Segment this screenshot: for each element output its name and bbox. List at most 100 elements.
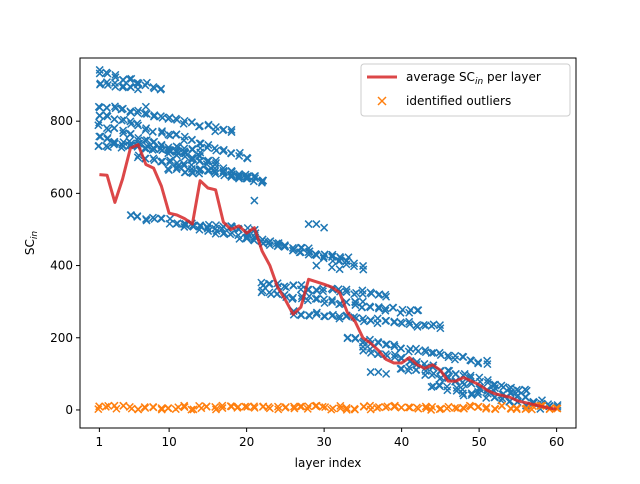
x-tick-label: 60 — [549, 435, 564, 449]
data-point — [288, 293, 298, 302]
x-tick-label: 40 — [394, 435, 409, 449]
data-point — [95, 111, 104, 120]
data-point — [211, 229, 220, 238]
data-point — [381, 306, 390, 315]
x-axis-label: layer index — [295, 456, 362, 470]
data-point — [180, 147, 189, 156]
outlier-point — [101, 402, 110, 411]
data-point — [382, 340, 391, 349]
data-point — [419, 320, 428, 329]
outlier-point — [133, 405, 143, 414]
data-point — [429, 320, 438, 329]
data-point — [328, 295, 337, 305]
data-point — [111, 82, 120, 91]
data-point — [320, 223, 329, 232]
data-point — [445, 366, 454, 375]
outlier-point — [436, 404, 446, 413]
data-point — [211, 169, 220, 178]
data-point — [257, 288, 266, 297]
y-axis-label: SCin — [23, 231, 40, 256]
data-point — [243, 154, 252, 163]
outlier-point — [321, 403, 330, 412]
data-point — [157, 141, 166, 150]
outlier-point — [405, 403, 414, 412]
outlier-point — [482, 403, 491, 412]
data-point — [187, 135, 196, 144]
legend-box — [360, 63, 571, 117]
data-point — [311, 294, 320, 303]
data-point — [172, 142, 181, 151]
data-point — [219, 145, 228, 154]
data-point — [390, 353, 399, 362]
outlier-point — [180, 401, 189, 410]
data-point — [427, 348, 436, 358]
outlier-point — [264, 402, 273, 411]
outlier-point — [189, 405, 198, 414]
outlier-point — [490, 404, 499, 413]
data-point — [133, 85, 142, 94]
outlier-point — [149, 403, 158, 412]
data-point — [312, 220, 321, 229]
data-point — [435, 321, 444, 330]
data-point — [140, 136, 149, 145]
data-point — [497, 381, 506, 390]
outlier-point — [112, 404, 121, 413]
scatter-layer — [94, 65, 562, 413]
data-point — [103, 80, 112, 89]
data-point — [195, 165, 204, 174]
data-point — [141, 126, 150, 135]
data-point — [126, 82, 135, 91]
data-point — [435, 348, 444, 357]
data-point — [227, 125, 236, 134]
data-point — [203, 166, 212, 175]
data-point — [149, 112, 159, 121]
outlier-point — [374, 402, 383, 412]
data-point — [119, 129, 128, 138]
data-point — [227, 172, 236, 181]
data-point — [342, 285, 351, 294]
data-point — [165, 145, 174, 154]
outlier-point — [527, 405, 536, 414]
data-point — [474, 358, 483, 367]
data-point — [320, 312, 329, 321]
data-point — [374, 304, 383, 313]
data-point — [490, 384, 499, 393]
data-point — [127, 74, 136, 83]
outlier-point — [459, 403, 468, 412]
legend-marker-swatch — [377, 96, 387, 106]
data-point — [203, 224, 212, 233]
outlier-point — [512, 404, 521, 413]
data-point — [126, 117, 135, 126]
data-point — [111, 104, 120, 113]
data-point — [188, 144, 197, 153]
data-point — [506, 388, 515, 397]
data-point — [398, 305, 407, 314]
data-point — [335, 265, 344, 274]
data-point — [204, 120, 213, 129]
outlier-point — [140, 403, 149, 412]
data-point — [382, 292, 391, 301]
data-point — [227, 171, 236, 180]
data-point — [467, 390, 476, 399]
data-point — [95, 80, 104, 89]
data-point — [474, 387, 483, 396]
data-point — [211, 158, 221, 168]
data-point — [110, 123, 119, 133]
data-point — [133, 108, 142, 117]
outlier-point — [119, 401, 128, 410]
data-point — [381, 304, 390, 313]
outlier-point — [473, 403, 482, 412]
data-point — [451, 369, 460, 378]
y-tick-label: 0 — [65, 403, 73, 417]
data-point — [157, 84, 166, 93]
data-point — [157, 214, 166, 223]
data-point — [451, 351, 460, 360]
outlier-point — [553, 404, 562, 413]
data-point — [172, 165, 181, 174]
data-point — [466, 371, 475, 380]
outlier-point — [290, 404, 299, 413]
data-point — [259, 176, 268, 185]
data-point — [344, 253, 353, 262]
data-point — [141, 143, 150, 152]
data-point — [312, 251, 321, 260]
